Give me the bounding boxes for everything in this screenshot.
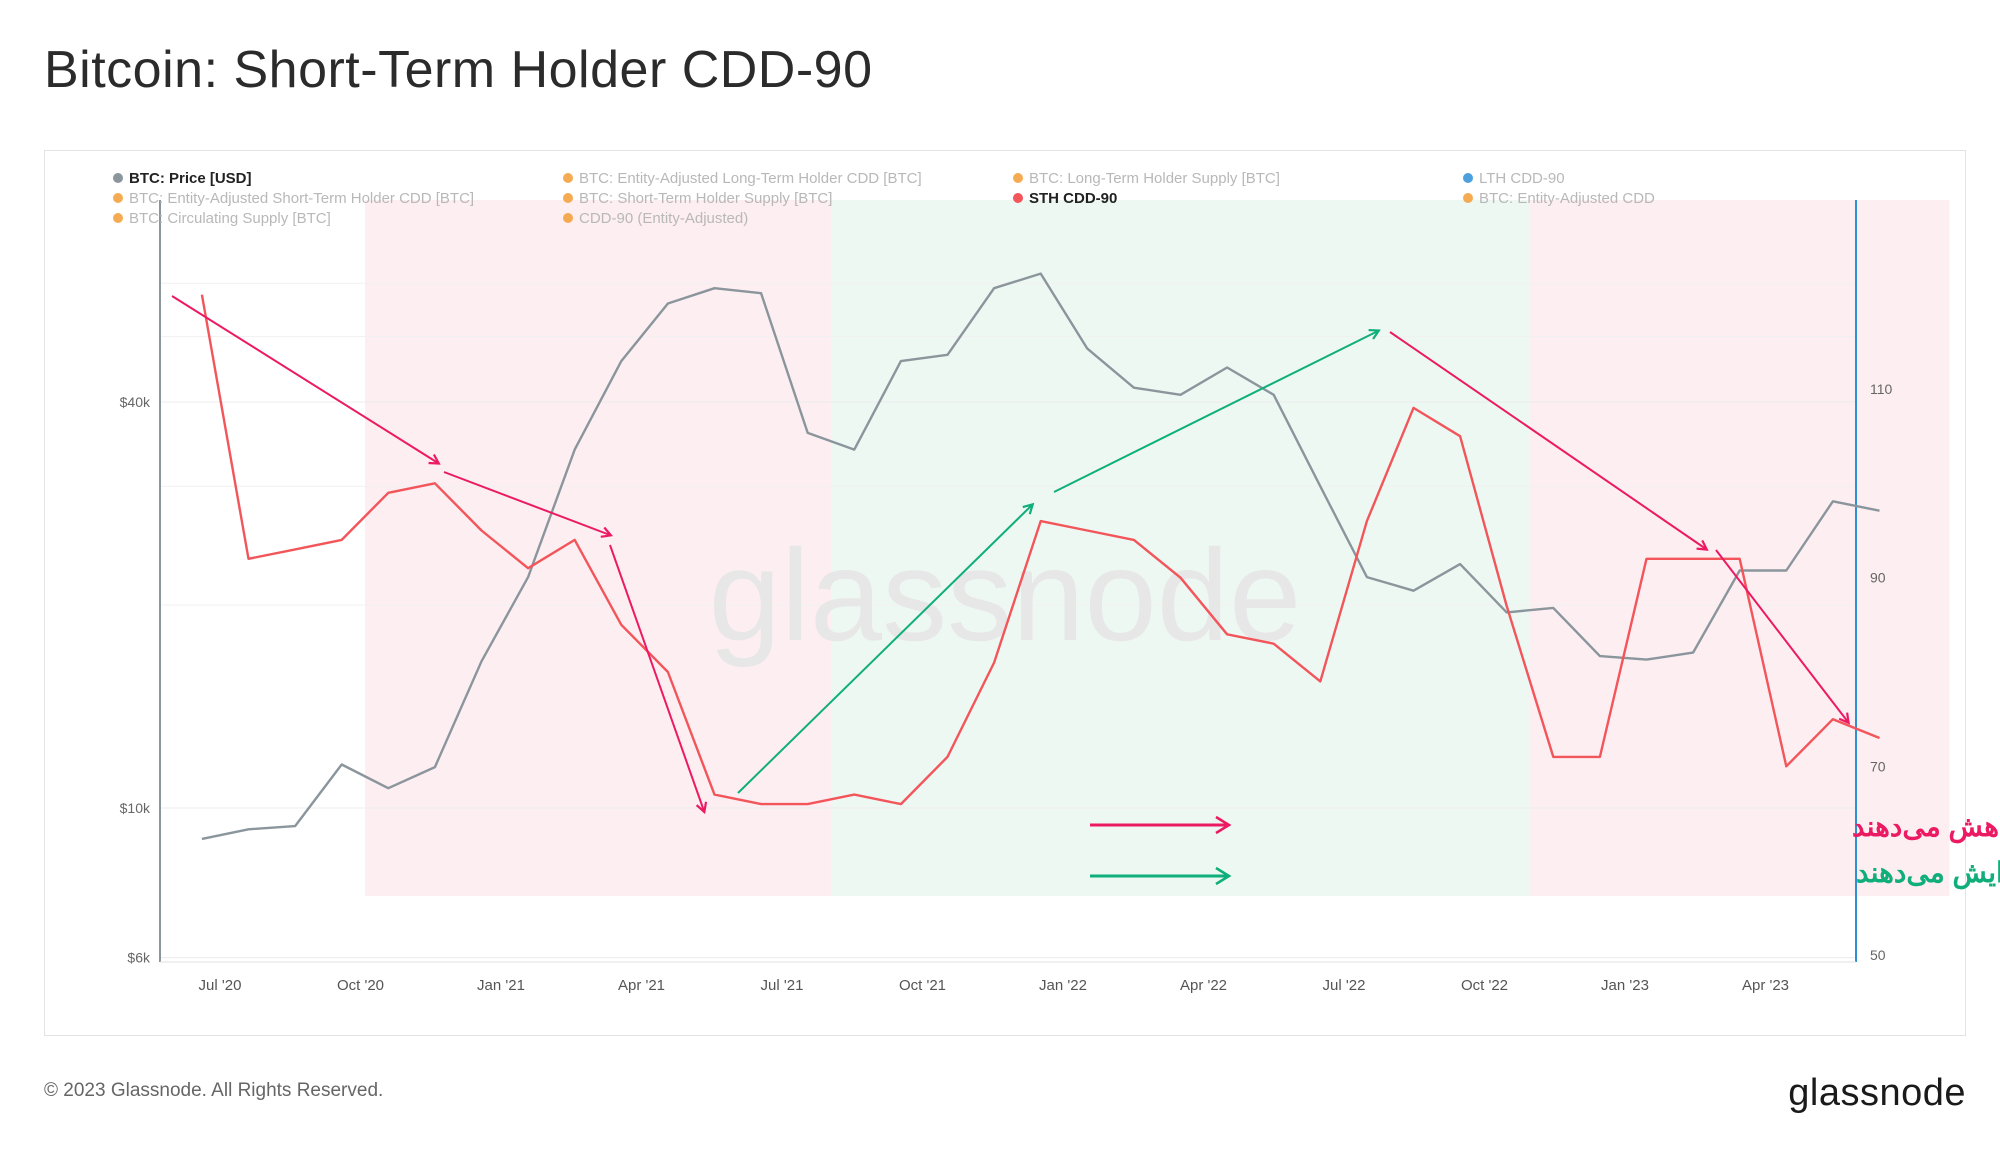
legend-dot — [113, 193, 123, 203]
x-tick-label: Jan '21 — [477, 977, 525, 994]
x-tick-label: Jan '22 — [1039, 977, 1087, 994]
legend-item: BTC: Circulating Supply [BTC] — [129, 210, 331, 227]
legend-dot — [563, 213, 573, 223]
legend-dot — [113, 213, 123, 223]
x-tick-label: Jul '20 — [199, 977, 242, 994]
right-tick-label: 110 — [1870, 381, 1893, 397]
red-trend-arrow-4 — [1389, 331, 1706, 549]
left-tick-label: $6k — [127, 950, 151, 966]
x-tick-label: Jan '23 — [1601, 977, 1649, 994]
legend-item: STH CDD-90 — [1029, 190, 1117, 207]
price-series-line — [201, 272, 1880, 841]
x-tick-label: Jul '22 — [1323, 977, 1366, 994]
left-tick-label: $10k — [120, 800, 151, 816]
green-trend-arrow-2 — [1053, 331, 1378, 493]
x-tick-label: Oct '21 — [899, 977, 946, 994]
brand-logo: glassnode — [1788, 1072, 1966, 1114]
x-tick-label: Oct '22 — [1461, 977, 1508, 994]
increase-annotation: سرمایه‌گذاران کوتاه‌مدت عرضه خود را افزا… — [1856, 856, 2000, 890]
right-tick-label: 90 — [1870, 570, 1886, 586]
legend-item: BTC: Entity-Adjusted CDD — [1479, 190, 1655, 207]
legend-item: BTC: Long-Term Holder Supply [BTC] — [1029, 170, 1280, 187]
legend-dot — [1013, 173, 1023, 183]
x-tick-label: Oct '20 — [337, 977, 384, 994]
legend-item: BTC: Entity-Adjusted Short-Term Holder C… — [129, 190, 474, 207]
copyright-footer: © 2023 Glassnode. All Rights Reserved. — [44, 1080, 384, 1101]
legend-dot — [113, 173, 123, 183]
decrease-annotation: سرمایه‌گذاران کوتاه‌مدت عرضه خود را کاهش… — [1852, 810, 2000, 844]
legend-dot — [1463, 193, 1473, 203]
red-trend-arrow-3 — [609, 544, 704, 811]
x-tick-label: Apr '23 — [1742, 977, 1789, 994]
legend-item: BTC: Short-Term Holder Supply [BTC] — [579, 190, 832, 207]
watermark: glassnode — [709, 522, 1302, 668]
green-trend-arrow-1 — [737, 505, 1032, 794]
shaded-region-green-1 — [831, 200, 1577, 896]
legend-item: CDD-90 (Entity-Adjusted) — [579, 210, 748, 227]
x-tick-label: Jul '21 — [761, 977, 804, 994]
red-trend-arrow-1 — [171, 295, 438, 463]
legend-dot — [563, 173, 573, 183]
shaded-region-red-2 — [1530, 200, 1950, 896]
x-tick-label: Apr '21 — [618, 977, 665, 994]
legend-dot — [563, 193, 573, 203]
shaded-region-red-0 — [365, 200, 832, 896]
legend-dot — [1463, 173, 1473, 183]
left-tick-label: $40k — [120, 394, 151, 410]
legend-item: BTC: Entity-Adjusted Long-Term Holder CD… — [579, 170, 922, 187]
legend-dot — [1013, 193, 1023, 203]
chart-frame — [44, 150, 1966, 1036]
red-trend-arrow-2 — [443, 471, 610, 535]
x-tick-label: Apr '22 — [1180, 977, 1227, 994]
red-trend-arrow-5 — [1715, 549, 1848, 722]
right-tick-label: 50 — [1870, 947, 1886, 963]
legend-item: LTH CDD-90 — [1479, 170, 1565, 187]
legend-item: BTC: Price [USD] — [129, 170, 252, 187]
right-tick-label: 70 — [1870, 758, 1886, 774]
chart-title: Bitcoin: Short-Term Holder CDD-90 — [44, 41, 873, 99]
sth-cdd-series-line — [200, 294, 1880, 806]
